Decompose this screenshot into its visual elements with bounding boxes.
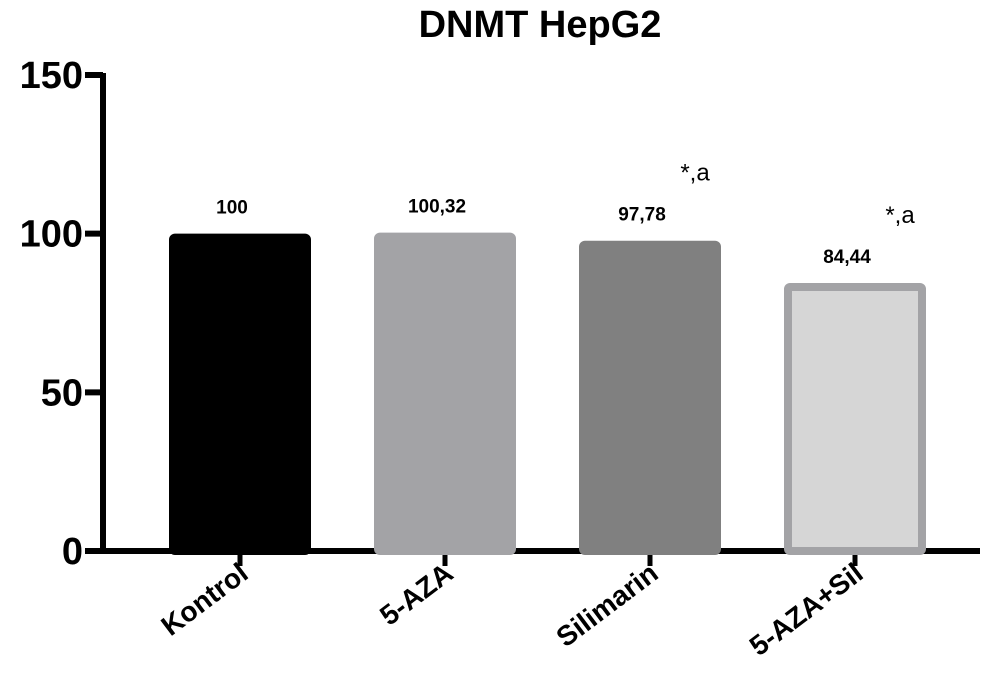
x-tick-label: 5-AZA — [374, 557, 459, 631]
bars — [169, 232, 926, 556]
y-tick-label: 100 — [20, 214, 83, 256]
data-label: 84,44 — [823, 247, 871, 268]
y-tick-label: 0 — [62, 531, 83, 573]
chart-title: DNMT HepG2 — [419, 4, 662, 46]
data-label: 97,78 — [618, 205, 666, 226]
bar — [784, 283, 926, 555]
bar — [169, 233, 311, 556]
bar — [374, 232, 516, 555]
y-tick-label: 50 — [41, 372, 83, 414]
y-tick-label: 150 — [20, 55, 83, 97]
data-label: 100 — [216, 198, 248, 219]
data-label: 100,32 — [408, 197, 466, 218]
significance-annotation: *,a — [885, 202, 915, 229]
bar — [579, 240, 721, 556]
x-tick-label: Kontrol — [155, 557, 253, 642]
significance-annotation: *,a — [680, 160, 710, 187]
x-tick-label: 5-AZA+Sil — [744, 557, 869, 662]
x-tick-label: Silimarin — [551, 557, 664, 653]
data-labels: 100 100,32 97,78 *,a 84,44 *,a — [216, 160, 915, 268]
